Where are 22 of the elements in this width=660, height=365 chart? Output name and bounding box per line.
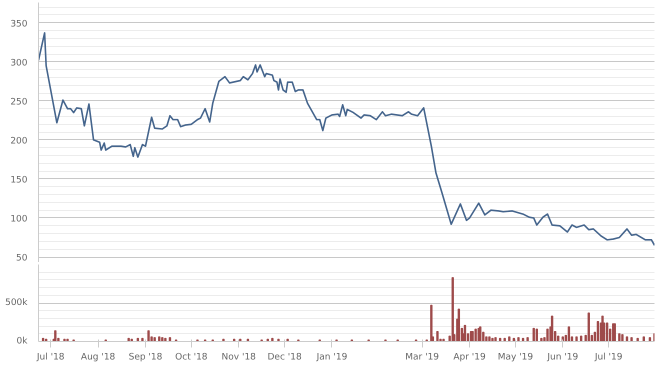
x-tick-label: Sep '18 <box>128 352 163 362</box>
x-tick-label: Oct '18 <box>175 352 208 362</box>
x-tick-label: Jun '19 <box>546 352 578 362</box>
x-tick-label: Dec '18 <box>267 352 302 362</box>
x-tick-label: Jul '19 <box>594 352 623 362</box>
y-tick-label: 500k <box>5 298 28 308</box>
y-tick-label: 150 <box>10 175 28 186</box>
line-series <box>38 32 654 246</box>
y-tick-label: 100 <box>10 214 28 224</box>
x-tick-label: Mar '19 <box>405 352 440 362</box>
x-tick-label: Apr '19 <box>453 352 486 362</box>
x-tick-label: Jan '19 <box>316 352 348 362</box>
x-tick-label: May '19 <box>498 352 534 362</box>
y-tick-label: 50 <box>16 254 28 264</box>
y-tick-label: 350 <box>10 19 28 30</box>
y-tick-label: 0k <box>16 336 28 346</box>
y-tick-label: 250 <box>10 97 28 108</box>
y-tick-label: 200 <box>10 136 28 146</box>
y-tick-label: 300 <box>10 58 28 68</box>
x-tick-label: Nov '18 <box>222 352 256 362</box>
x-tick-label: Aug '18 <box>80 352 116 362</box>
x-tick-label: Jul '18 <box>36 352 65 362</box>
